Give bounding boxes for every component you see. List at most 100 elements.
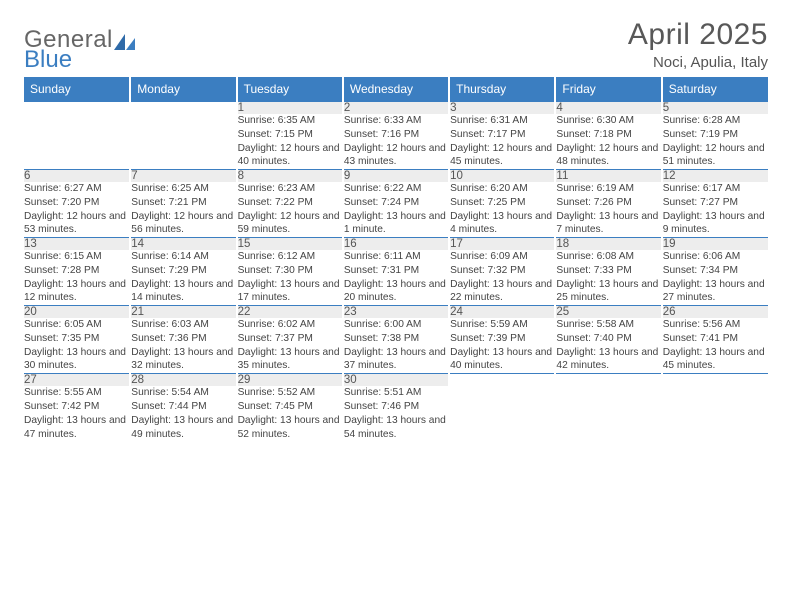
day-number-cell: 11 [555,170,661,183]
weekday-header: Sunday [24,77,130,102]
day-body-cell [662,386,768,441]
daylight-text: Daylight: 13 hours and 22 minutes. [450,278,554,306]
day-body-cell: Sunrise: 6:25 AMSunset: 7:21 PMDaylight:… [130,182,236,238]
sunrise-text: Sunrise: 6:20 AM [450,182,554,196]
day-body-cell: Sunrise: 6:27 AMSunset: 7:20 PMDaylight:… [24,182,130,238]
sunrise-text: Sunrise: 6:11 AM [344,250,448,264]
day-body-row: Sunrise: 6:35 AMSunset: 7:15 PMDaylight:… [24,114,768,170]
day-number: 26 [663,306,676,318]
day-body-cell: Sunrise: 5:58 AMSunset: 7:40 PMDaylight:… [555,318,661,374]
daylight-text: Daylight: 13 hours and 4 minutes. [450,210,554,238]
sunrise-text: Sunrise: 6:08 AM [556,250,660,264]
day-number: 27 [24,374,37,386]
day-number-cell: 4 [555,102,661,115]
sail-icon [114,31,136,49]
sunset-text: Sunset: 7:24 PM [344,196,448,210]
daylight-text: Daylight: 12 hours and 59 minutes. [238,210,342,238]
sunset-text: Sunset: 7:22 PM [238,196,342,210]
day-body-cell: Sunrise: 6:17 AMSunset: 7:27 PMDaylight:… [662,182,768,238]
day-number-cell: 20 [24,306,130,319]
day-number-cell: 28 [130,374,236,387]
weekday-header: Friday [555,77,661,102]
sunset-text: Sunset: 7:21 PM [131,196,235,210]
sunrise-text: Sunrise: 5:58 AM [556,318,660,332]
day-number: 19 [663,238,676,250]
daylight-text: Daylight: 12 hours and 51 minutes. [663,142,768,170]
day-number: 2 [344,102,350,114]
day-number: 15 [238,238,251,250]
sunset-text: Sunset: 7:36 PM [131,332,235,346]
daylight-text: Daylight: 13 hours and 37 minutes. [344,346,448,374]
day-number-cell: 27 [24,374,130,387]
day-body-row: Sunrise: 6:15 AMSunset: 7:28 PMDaylight:… [24,250,768,306]
day-number-row: 6789101112 [24,170,768,183]
sunset-text: Sunset: 7:20 PM [24,196,129,210]
day-number-cell: 5 [662,102,768,115]
daylight-text: Daylight: 13 hours and 12 minutes. [24,278,129,306]
sunrise-text: Sunrise: 6:02 AM [238,318,342,332]
sunrise-text: Sunrise: 6:22 AM [344,182,448,196]
location-subtitle: Noci, Apulia, Italy [628,54,768,71]
day-body-cell: Sunrise: 6:06 AMSunset: 7:34 PMDaylight:… [662,250,768,306]
sunrise-text: Sunrise: 6:23 AM [238,182,342,196]
header: General April 2025 Noci, Apulia, Italy [24,18,768,71]
daylight-text: Daylight: 13 hours and 17 minutes. [238,278,342,306]
sunset-text: Sunset: 7:45 PM [238,400,342,414]
daylight-text: Daylight: 12 hours and 40 minutes. [238,142,342,170]
day-number: 16 [344,238,357,250]
day-number: 1 [238,102,244,114]
day-number: 10 [450,170,463,182]
day-number-cell: 13 [24,238,130,251]
day-body-cell: Sunrise: 5:55 AMSunset: 7:42 PMDaylight:… [24,386,130,441]
day-body-cell: Sunrise: 6:02 AMSunset: 7:37 PMDaylight:… [237,318,343,374]
day-body-cell: Sunrise: 6:09 AMSunset: 7:32 PMDaylight:… [449,250,555,306]
sunrise-text: Sunrise: 5:55 AM [24,386,129,400]
daylight-text: Daylight: 13 hours and 35 minutes. [238,346,342,374]
sunrise-text: Sunrise: 6:19 AM [556,182,660,196]
daylight-text: Daylight: 13 hours and 14 minutes. [131,278,235,306]
day-body-cell: Sunrise: 6:23 AMSunset: 7:22 PMDaylight:… [237,182,343,238]
day-body-cell: Sunrise: 6:22 AMSunset: 7:24 PMDaylight:… [343,182,449,238]
day-number-cell: 21 [130,306,236,319]
daylight-text: Daylight: 12 hours and 53 minutes. [24,210,129,238]
day-body-cell: Sunrise: 5:56 AMSunset: 7:41 PMDaylight:… [662,318,768,374]
day-number: 20 [24,306,37,318]
sunrise-text: Sunrise: 6:00 AM [344,318,448,332]
sunrise-text: Sunrise: 6:05 AM [24,318,129,332]
weekday-header: Thursday [449,77,555,102]
day-number-cell: 23 [343,306,449,319]
day-number-row: 13141516171819 [24,238,768,251]
day-body-cell [449,386,555,441]
daylight-text: Daylight: 13 hours and 20 minutes. [344,278,448,306]
day-body-cell: Sunrise: 5:59 AMSunset: 7:39 PMDaylight:… [449,318,555,374]
sunrise-text: Sunrise: 5:59 AM [450,318,554,332]
day-number-cell: 7 [130,170,236,183]
daylight-text: Daylight: 13 hours and 52 minutes. [238,414,342,442]
day-number-cell: 1 [237,102,343,115]
weekday-header: Saturday [662,77,768,102]
sunset-text: Sunset: 7:18 PM [556,128,660,142]
sunset-text: Sunset: 7:37 PM [238,332,342,346]
sunset-text: Sunset: 7:19 PM [663,128,768,142]
day-number: 5 [663,102,669,114]
sunset-text: Sunset: 7:44 PM [131,400,235,414]
daylight-text: Daylight: 13 hours and 40 minutes. [450,346,554,374]
day-number: 3 [450,102,456,114]
day-number: 30 [344,374,357,386]
weekday-header: Wednesday [343,77,449,102]
day-body-cell [24,114,130,170]
sunset-text: Sunset: 7:38 PM [344,332,448,346]
day-number-row: 20212223242526 [24,306,768,319]
day-number-cell: 14 [130,238,236,251]
weekday-header: Tuesday [237,77,343,102]
daylight-text: Daylight: 13 hours and 54 minutes. [344,414,448,442]
sunset-text: Sunset: 7:42 PM [24,400,129,414]
day-number-row: 1 2 3 4 5 [24,102,768,115]
daylight-text: Daylight: 13 hours and 1 minute. [344,210,448,238]
day-body-cell: Sunrise: 6:28 AMSunset: 7:19 PMDaylight:… [662,114,768,170]
day-number: 11 [556,170,568,182]
sunset-text: Sunset: 7:40 PM [556,332,660,346]
day-number: 4 [556,102,562,114]
day-number: 22 [238,306,251,318]
sunrise-text: Sunrise: 6:12 AM [238,250,342,264]
